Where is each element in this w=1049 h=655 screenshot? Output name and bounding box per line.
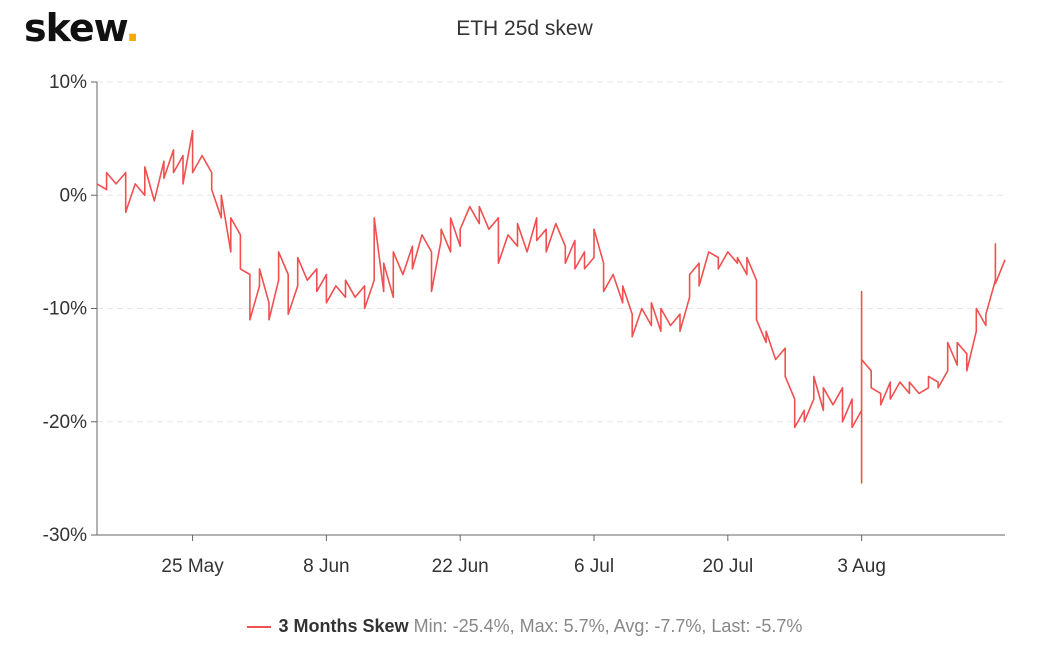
legend-stats: Min: -25.4%, Max: 5.7%, Avg: -7.7%, Last… [413, 616, 803, 636]
y-tick-label: -10% [43, 299, 87, 320]
series-line-3-months-skew [96, 129, 1006, 484]
y-axis-ticks: 10% 0% -10% -20% -30% [43, 72, 97, 546]
x-tick-label: 8 Jun [303, 556, 349, 577]
y-tick-label: -20% [43, 412, 87, 433]
legend-series-name: 3 Months Skew [278, 616, 409, 636]
chart-title: ETH 25d skew [456, 17, 593, 40]
x-tick-label: 22 Jun [432, 556, 489, 577]
series-group [96, 129, 1006, 484]
skew-logo: skew. [24, 6, 140, 50]
y-tick-label: 10% [49, 72, 87, 93]
legend-swatch [246, 626, 271, 629]
y-tick-label: -30% [43, 525, 87, 546]
x-tick-label: 3 Aug [837, 556, 886, 577]
gridlines [97, 81, 1005, 423]
x-tick-label: 6 Jul [574, 556, 614, 577]
legend[interactable]: 3 Months Skew Min: -25.4%, Max: 5.7%, Av… [0, 616, 1049, 637]
x-axis-ticks: 25 May 8 Jun 22 Jun 6 Jul 20 Jul 3 Aug [161, 535, 886, 577]
x-tick-label: 25 May [161, 556, 224, 577]
x-tick-label: 20 Jul [702, 556, 753, 577]
y-tick-label: 0% [60, 185, 88, 206]
